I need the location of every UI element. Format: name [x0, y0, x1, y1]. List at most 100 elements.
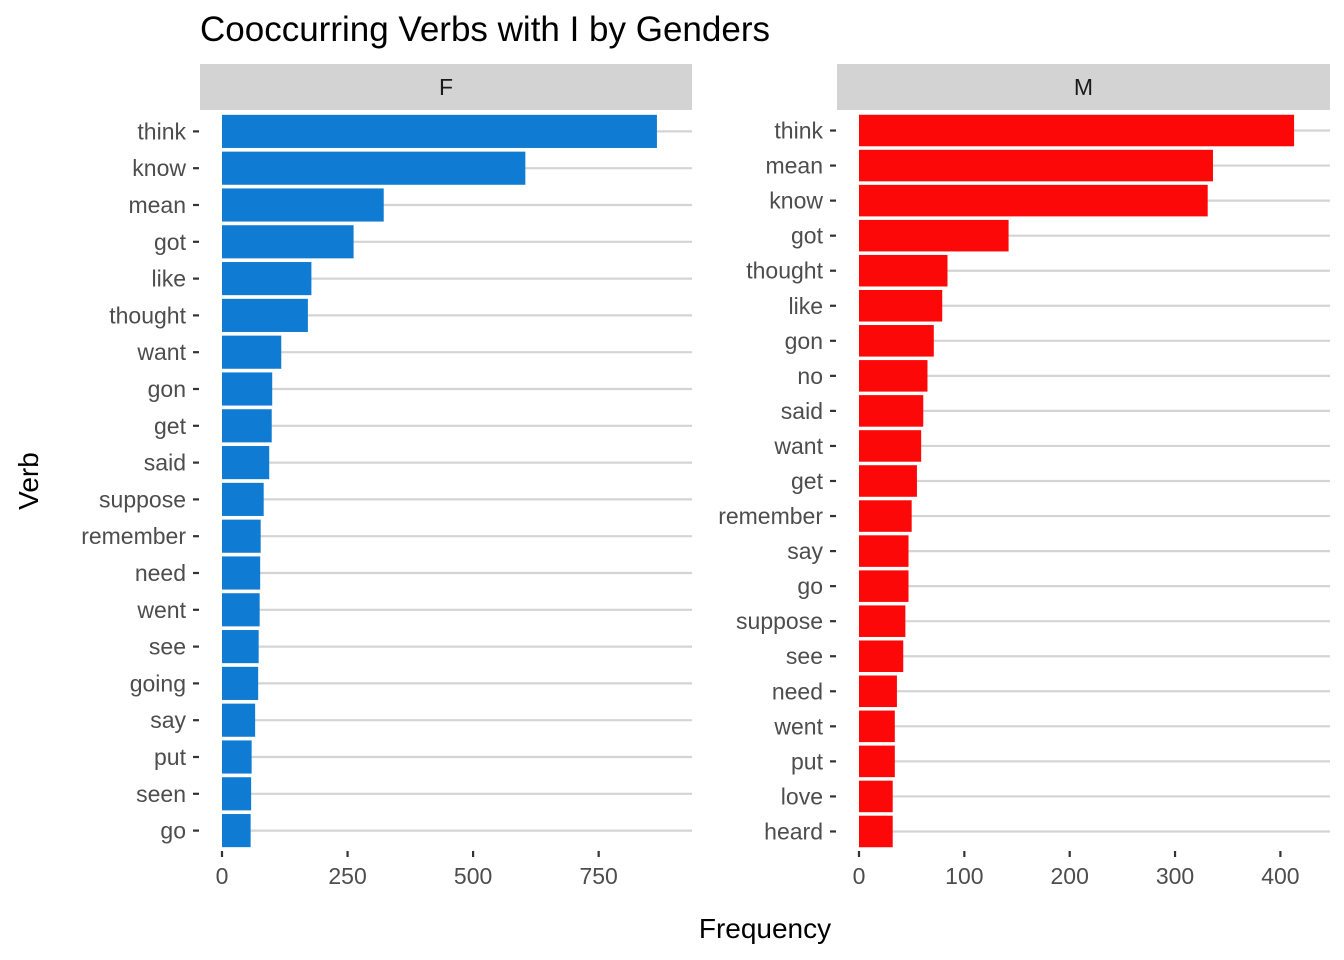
bar-f-went — [222, 593, 260, 627]
x-tick-label: 0 — [216, 863, 229, 889]
y-tick-label: gon — [785, 328, 823, 354]
y-tick-label: see — [149, 634, 186, 660]
y-tick-label: went — [136, 597, 186, 623]
y-tick-label: said — [781, 398, 823, 424]
bar-m-love — [859, 780, 893, 813]
bar-m-know — [859, 184, 1208, 217]
y-tick-label: get — [791, 468, 824, 494]
facet-strip — [837, 64, 1330, 110]
y-tick-label: thought — [746, 258, 823, 284]
bar-m-said — [859, 395, 924, 427]
bar-f-need — [222, 556, 261, 590]
y-tick-label: want — [136, 339, 186, 365]
y-tick-label: say — [150, 707, 186, 733]
y-tick-label: think — [137, 118, 186, 144]
y-tick-label: got — [791, 223, 824, 249]
facet-strip — [200, 64, 692, 110]
y-tick-label: put — [154, 744, 187, 770]
bar-f-seen — [222, 777, 252, 811]
y-tick-label: say — [787, 538, 823, 564]
x-tick-label: 500 — [454, 863, 492, 889]
bar-m-heard — [859, 815, 893, 848]
bar-f-think — [222, 114, 657, 148]
y-tick-label: see — [786, 643, 823, 669]
y-tick-label: get — [154, 413, 187, 439]
y-tick-label: want — [773, 433, 823, 459]
bar-m-remember — [859, 500, 912, 532]
bar-m-mean — [859, 149, 1213, 182]
bar-f-want — [222, 335, 282, 369]
y-tick-label: remember — [81, 523, 186, 549]
bar-m-like — [859, 289, 943, 322]
bar-m-see — [859, 640, 904, 673]
y-tick-label: no — [797, 363, 823, 389]
bar-m-put — [859, 745, 895, 778]
bar-f-like — [222, 262, 312, 296]
bar-m-went — [859, 710, 895, 743]
y-tick-label: love — [781, 783, 823, 809]
bar-m-got — [859, 219, 1009, 252]
bar-f-get — [222, 409, 272, 443]
y-tick-label: like — [788, 293, 823, 319]
bar-m-want — [859, 430, 922, 462]
x-axis-title: Frequency — [699, 913, 831, 944]
bar-f-going — [222, 666, 259, 700]
y-tick-label: remember — [718, 503, 823, 529]
y-tick-label: thought — [109, 302, 186, 328]
bar-f-say — [222, 703, 256, 737]
y-tick-label: mean — [128, 192, 186, 218]
y-tick-label: went — [773, 713, 823, 739]
bar-m-get — [859, 465, 917, 497]
x-tick-label: 0 — [853, 863, 866, 889]
x-tick-label: 250 — [328, 863, 366, 889]
y-tick-label: put — [791, 748, 824, 774]
bar-m-thought — [859, 254, 948, 287]
y-axis-title: Verb — [13, 452, 44, 510]
y-tick-label: need — [772, 678, 823, 704]
y-tick-label: go — [160, 818, 186, 844]
y-tick-label: think — [774, 118, 823, 144]
y-tick-label: like — [151, 266, 186, 292]
y-tick-label: heard — [764, 818, 823, 844]
bar-m-no — [859, 360, 928, 392]
y-tick-label: suppose — [736, 608, 823, 634]
x-tick-label: 300 — [1156, 863, 1194, 889]
x-tick-label: 750 — [579, 863, 617, 889]
y-tick-label: going — [130, 670, 186, 696]
bar-m-go — [859, 570, 909, 602]
bar-f-got — [222, 225, 354, 259]
y-tick-label: mean — [765, 153, 823, 179]
x-tick-label: 100 — [945, 863, 983, 889]
bar-f-put — [222, 740, 252, 774]
bar-f-suppose — [222, 482, 264, 516]
chart-title: Cooccurring Verbs with I by Genders — [200, 10, 770, 49]
y-tick-label: got — [154, 229, 187, 255]
bar-m-say — [859, 535, 909, 567]
bar-m-gon — [859, 325, 934, 357]
y-tick-label: suppose — [99, 486, 186, 512]
y-tick-label: know — [132, 155, 186, 181]
bar-m-need — [859, 675, 897, 708]
bar-f-remember — [222, 519, 261, 553]
y-tick-label: go — [797, 573, 823, 599]
bar-m-think — [859, 114, 1295, 147]
facet-strip-label: F — [439, 74, 453, 100]
y-tick-label: gon — [148, 376, 186, 402]
bar-f-see — [222, 630, 259, 664]
x-tick-label: 200 — [1051, 863, 1089, 889]
facet-strip-label: M — [1074, 74, 1093, 100]
bar-f-said — [222, 446, 270, 480]
bar-f-mean — [222, 188, 384, 222]
bar-f-gon — [222, 372, 273, 406]
bar-f-know — [222, 151, 526, 185]
bar-f-thought — [222, 298, 308, 332]
bar-f-go — [222, 814, 251, 848]
y-tick-label: know — [769, 188, 823, 214]
y-tick-label: said — [144, 450, 186, 476]
y-tick-label: need — [135, 560, 186, 586]
bar-m-suppose — [859, 605, 906, 637]
